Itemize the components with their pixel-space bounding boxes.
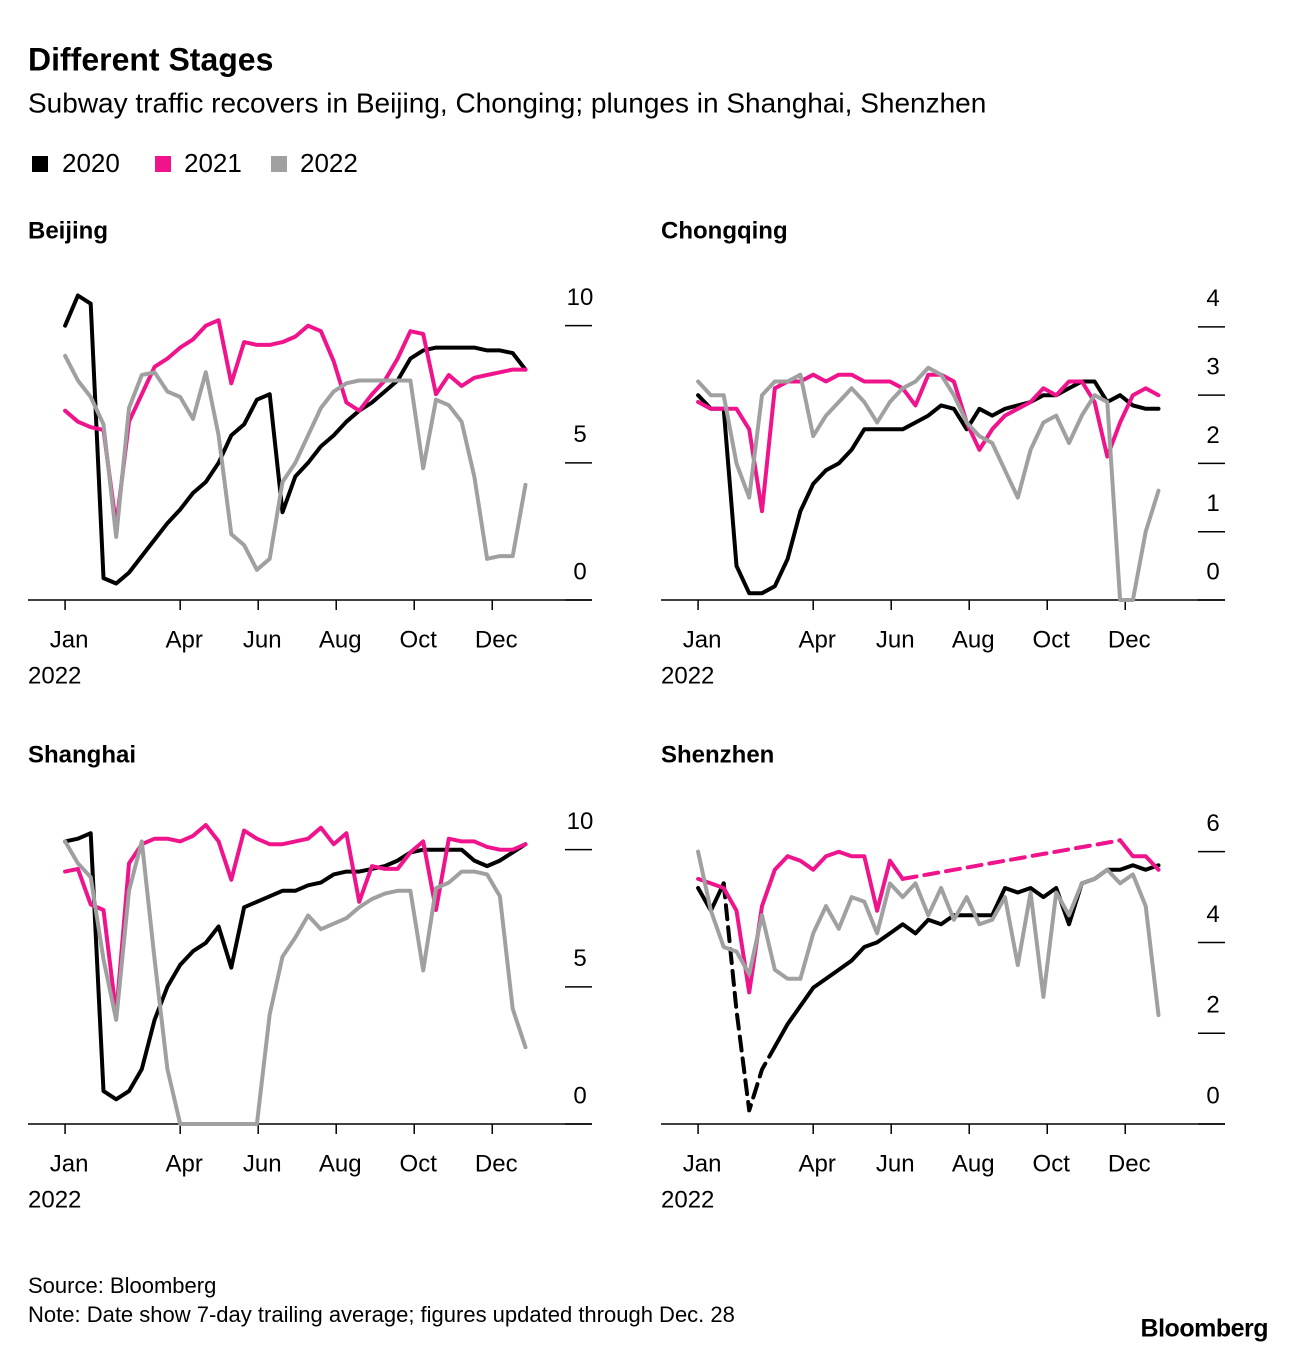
y-tick-label: 3: [1206, 353, 1219, 380]
x-year-label: 2022: [28, 1186, 81, 1213]
x-year-label: 2022: [661, 1186, 714, 1213]
panel-title: Beijing: [28, 217, 108, 244]
legend-label: 2021: [184, 148, 242, 178]
x-year-label: 2022: [661, 662, 714, 689]
brand: Bloomberg: [1141, 1315, 1268, 1343]
x-tick-label: Apr: [799, 1150, 836, 1177]
legend-swatch: [271, 156, 287, 172]
y-tick-label: 2: [1206, 422, 1219, 449]
series-line: [696, 849, 905, 995]
title: Different Stages: [28, 41, 273, 77]
x-tick-label: Apr: [166, 626, 203, 653]
y-tick-label: 0: [1206, 558, 1219, 585]
x-tick-label: Jun: [876, 626, 915, 653]
y-tick-label: 0: [573, 1082, 586, 1109]
series-line: [63, 318, 528, 528]
x-tick-label: Oct: [400, 1150, 438, 1177]
y-tick-label: 10: [567, 284, 594, 311]
y-tick-label: 2: [1206, 992, 1219, 1019]
x-tick-label: Dec: [1108, 1150, 1151, 1177]
series-line: [721, 881, 777, 1113]
x-tick-label: Aug: [952, 626, 995, 653]
subtitle: Subway traffic recovers in Beijing, Chon…: [28, 87, 986, 118]
x-tick-label: Dec: [475, 1150, 518, 1177]
series-line: [1118, 838, 1161, 872]
x-tick-label: Jan: [50, 626, 89, 653]
legend-label: 2020: [62, 148, 120, 178]
x-tick-label: Jun: [243, 626, 282, 653]
note: Note: Date show 7-day trailing average; …: [28, 1302, 735, 1327]
y-tick-label: 6: [1206, 810, 1219, 837]
panel-title: Shanghai: [28, 741, 136, 768]
series-line: [63, 293, 528, 586]
x-tick-label: Oct: [1033, 626, 1071, 653]
y-tick-label: 0: [573, 558, 586, 585]
series-line: [63, 839, 528, 1126]
x-tick-label: Dec: [1108, 626, 1151, 653]
legend-swatch: [32, 156, 48, 172]
series-line: [696, 849, 1161, 1018]
series-line: [900, 838, 1123, 881]
x-tick-label: Aug: [952, 1150, 995, 1177]
x-tick-label: Oct: [1033, 1150, 1071, 1177]
x-tick-label: Jun: [243, 1150, 282, 1177]
x-tick-label: Apr: [799, 626, 836, 653]
x-tick-label: Apr: [166, 1150, 203, 1177]
x-tick-label: Jan: [50, 1150, 89, 1177]
x-tick-label: Jan: [683, 1150, 722, 1177]
x-tick-label: Jun: [876, 1150, 915, 1177]
y-tick-label: 4: [1206, 285, 1219, 312]
x-tick-label: Aug: [319, 1150, 362, 1177]
y-tick-label: 10: [567, 808, 594, 835]
y-tick-label: 4: [1206, 901, 1219, 928]
series-line: [63, 353, 528, 572]
y-tick-label: 5: [573, 421, 586, 448]
x-year-label: 2022: [28, 662, 81, 689]
panel-title: Chongqing: [661, 217, 788, 244]
y-tick-label: 0: [1206, 1082, 1219, 1109]
x-tick-label: Jan: [683, 626, 722, 653]
legend-label: 2022: [300, 148, 358, 178]
panel-title: Shenzhen: [661, 741, 774, 768]
y-tick-label: 1: [1206, 490, 1219, 517]
y-tick-label: 5: [573, 945, 586, 972]
series-line: [696, 372, 1161, 514]
series-line: [696, 365, 1161, 602]
legend-swatch: [155, 156, 171, 172]
x-tick-label: Aug: [319, 626, 362, 653]
source: Source: Bloomberg: [28, 1273, 216, 1298]
x-tick-label: Dec: [475, 626, 518, 653]
x-tick-label: Oct: [400, 626, 438, 653]
